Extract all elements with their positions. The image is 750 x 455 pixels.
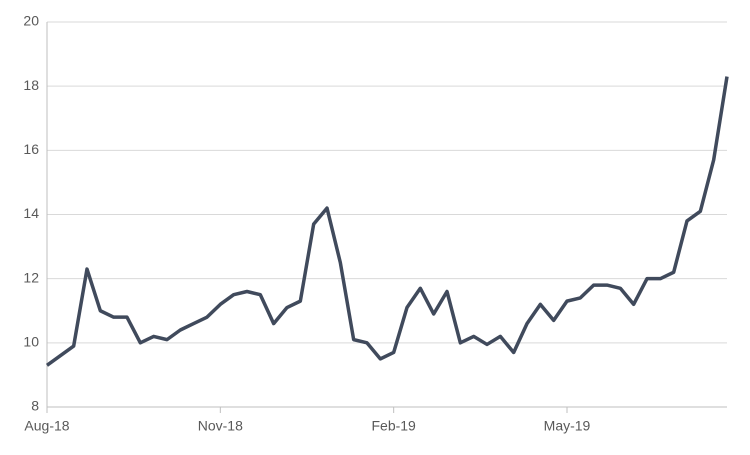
line — [45, 76, 729, 367]
y-tick-label: 10 — [23, 334, 39, 350]
y-tick-label: 16 — [23, 141, 39, 157]
y-tick-label: 12 — [23, 269, 39, 285]
x-tick-label: Nov-18 — [198, 418, 243, 434]
y-tick-label: 14 — [23, 205, 39, 221]
x-tick-label: Feb-19 — [371, 418, 416, 434]
x-tick-label: Aug-18 — [24, 418, 69, 434]
x-tick-label: May-19 — [544, 418, 591, 434]
y-tick-label: 8 — [31, 398, 39, 414]
y-tick-label: 18 — [23, 77, 39, 93]
y-tick-label: 20 — [23, 13, 39, 29]
